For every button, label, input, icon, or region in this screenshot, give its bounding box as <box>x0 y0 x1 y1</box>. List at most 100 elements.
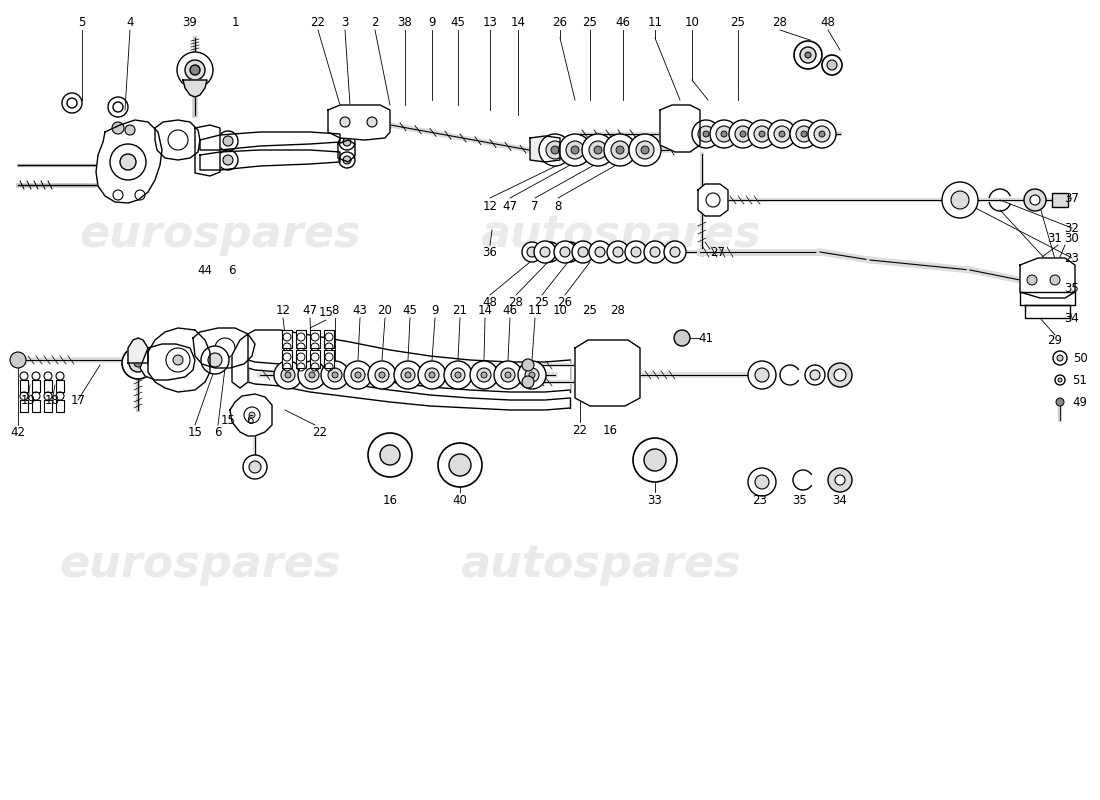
Text: 22: 22 <box>572 423 587 437</box>
Text: 11: 11 <box>528 303 542 317</box>
Circle shape <box>805 52 811 58</box>
Circle shape <box>418 361 446 389</box>
Text: 18: 18 <box>45 394 59 406</box>
Circle shape <box>438 443 482 487</box>
Circle shape <box>344 361 372 389</box>
Text: 9: 9 <box>428 15 436 29</box>
Circle shape <box>539 134 571 166</box>
Circle shape <box>355 372 361 378</box>
Text: 28: 28 <box>772 15 788 29</box>
Text: 44: 44 <box>198 263 212 277</box>
Circle shape <box>810 370 820 380</box>
Text: 25: 25 <box>535 295 549 309</box>
Text: 46: 46 <box>503 303 517 317</box>
Circle shape <box>177 52 213 88</box>
Polygon shape <box>200 132 340 150</box>
Circle shape <box>20 372 28 380</box>
Text: 23: 23 <box>1065 251 1079 265</box>
Polygon shape <box>698 184 728 216</box>
Circle shape <box>729 120 757 148</box>
Circle shape <box>522 359 534 371</box>
Polygon shape <box>44 400 52 412</box>
Text: 38: 38 <box>397 15 412 29</box>
Circle shape <box>828 363 852 387</box>
Text: 26: 26 <box>552 15 568 29</box>
Circle shape <box>379 372 385 378</box>
Circle shape <box>522 242 542 262</box>
Circle shape <box>525 368 539 382</box>
Circle shape <box>379 445 400 465</box>
Polygon shape <box>1020 292 1075 305</box>
Text: 40: 40 <box>452 494 468 506</box>
Circle shape <box>607 241 629 263</box>
Circle shape <box>285 372 292 378</box>
Circle shape <box>827 60 837 70</box>
Circle shape <box>522 376 534 388</box>
Circle shape <box>735 126 751 142</box>
Text: 48: 48 <box>483 295 497 309</box>
Circle shape <box>759 131 764 137</box>
Circle shape <box>754 126 770 142</box>
Circle shape <box>641 146 649 154</box>
Text: 20: 20 <box>377 303 393 317</box>
Circle shape <box>582 134 614 166</box>
Circle shape <box>540 247 550 257</box>
Circle shape <box>748 361 775 389</box>
Circle shape <box>455 372 461 378</box>
Text: 49: 49 <box>1072 395 1088 409</box>
Circle shape <box>796 126 812 142</box>
Circle shape <box>820 131 825 137</box>
Text: 41: 41 <box>698 331 714 345</box>
Text: 3: 3 <box>341 15 349 29</box>
Text: 34: 34 <box>833 494 847 506</box>
Circle shape <box>173 355 183 365</box>
Circle shape <box>470 361 498 389</box>
Circle shape <box>1055 375 1065 385</box>
Circle shape <box>768 120 796 148</box>
Circle shape <box>321 361 349 389</box>
Circle shape <box>112 122 124 134</box>
Circle shape <box>835 475 845 485</box>
Circle shape <box>800 47 816 63</box>
Circle shape <box>560 242 580 262</box>
Text: 22: 22 <box>310 15 326 29</box>
Polygon shape <box>232 334 248 388</box>
Circle shape <box>698 126 714 142</box>
Circle shape <box>1030 195 1040 205</box>
Text: eurospares: eurospares <box>79 214 361 257</box>
Text: 19: 19 <box>21 394 35 406</box>
Text: autospares: autospares <box>480 214 760 257</box>
Polygon shape <box>128 338 148 363</box>
Polygon shape <box>200 150 340 170</box>
Circle shape <box>518 361 546 389</box>
Polygon shape <box>338 140 355 162</box>
Circle shape <box>664 241 686 263</box>
Circle shape <box>444 361 472 389</box>
Polygon shape <box>195 125 220 176</box>
Circle shape <box>20 392 28 400</box>
Text: 16: 16 <box>603 423 617 437</box>
Text: autospares: autospares <box>460 543 740 586</box>
Circle shape <box>44 392 52 400</box>
Text: 33: 33 <box>648 494 662 506</box>
Circle shape <box>340 117 350 127</box>
Text: 42: 42 <box>11 426 25 438</box>
Text: 35: 35 <box>1065 282 1079 294</box>
Text: 25: 25 <box>583 303 597 317</box>
Text: 5: 5 <box>78 15 86 29</box>
Circle shape <box>1024 189 1046 211</box>
Circle shape <box>572 241 594 263</box>
Polygon shape <box>20 380 28 392</box>
Circle shape <box>632 438 676 482</box>
Text: 47: 47 <box>302 303 318 317</box>
Circle shape <box>527 247 537 257</box>
Circle shape <box>67 98 77 108</box>
Text: 48: 48 <box>821 15 835 29</box>
Circle shape <box>56 392 64 400</box>
Circle shape <box>801 131 807 137</box>
Circle shape <box>529 372 535 378</box>
Circle shape <box>218 150 238 170</box>
Circle shape <box>405 372 411 378</box>
Circle shape <box>367 117 377 127</box>
Circle shape <box>1058 378 1062 382</box>
